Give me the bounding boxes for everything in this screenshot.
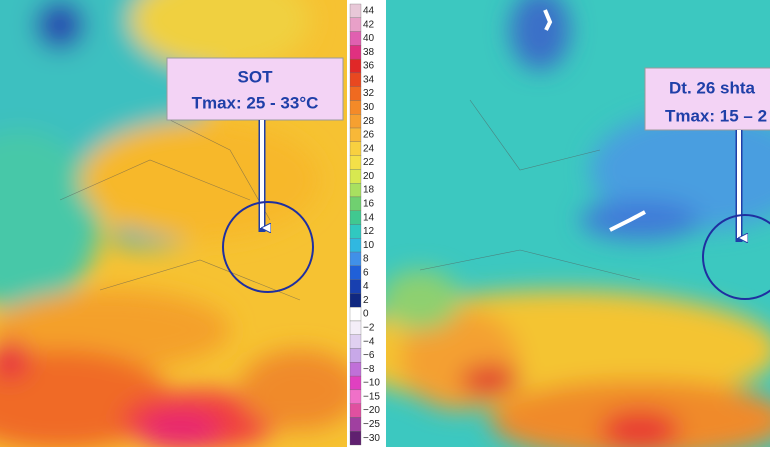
colorbar-cell: [349, 114, 362, 129]
colorbar-label: −4: [363, 336, 375, 347]
colorbar-label: −30: [363, 433, 380, 444]
colorbar-cell: [349, 251, 362, 266]
highlight-circle: [702, 214, 770, 300]
colorbar-cell: [349, 58, 362, 74]
colorbar-cell: [349, 362, 362, 377]
highlight-circle: [222, 201, 314, 293]
colorbar-label: −25: [363, 419, 380, 430]
annotation-text: Tmax: 15 – 2: [665, 106, 767, 125]
colorbar-cell: [349, 238, 362, 253]
colorbar-cell: [349, 417, 362, 432]
colorbar-cell: [349, 307, 362, 322]
annotation-box: [644, 67, 770, 131]
colorbar-label: 24: [363, 143, 375, 154]
colorbar-cell: [349, 127, 362, 142]
colorbar-label: 28: [363, 116, 375, 127]
colorbar-cell: [349, 320, 362, 335]
colorbar-label: 40: [363, 33, 375, 44]
colorbar-cell: [349, 210, 362, 225]
colorbar-cell: [349, 45, 362, 60]
colorbar-cell: [349, 375, 362, 391]
colorbar-cell: [349, 224, 362, 239]
annotation-text: Tmax: 25 - 33°C: [192, 93, 319, 112]
colorbar-label: −10: [363, 378, 380, 389]
right-map: [386, 0, 770, 447]
colorbar-label: 10: [363, 240, 375, 251]
colorbar-cell: [349, 183, 362, 198]
colorbar-label: 4: [363, 281, 369, 292]
colorbar-cell: [349, 431, 362, 446]
colorbar-label: −6: [363, 350, 375, 361]
colorbar-cell: [349, 403, 362, 418]
colorbar-cell: [349, 389, 362, 404]
colorbar-label: −8: [363, 364, 375, 375]
colorbar-cell: [349, 141, 362, 156]
colorbar-cell: [349, 86, 362, 101]
colorbar-cell: [349, 279, 362, 294]
colorbar-label: 16: [363, 198, 375, 209]
colorbar-cell: [349, 31, 362, 46]
colorbar-cell: [349, 169, 362, 184]
colorbar-label: 36: [363, 61, 375, 72]
colorbar-label: 30: [363, 102, 375, 113]
colorbar-cell: [349, 17, 362, 32]
colorbar-cell: [349, 334, 362, 349]
colorbar-cell: [349, 293, 362, 308]
colorbar-label: 38: [363, 47, 375, 58]
colorbar-label: −20: [363, 405, 380, 416]
colorbar-label: 18: [363, 185, 375, 196]
colorbar-cell: [349, 196, 362, 211]
annotation-box: [166, 57, 344, 121]
colorbar: 4442403836343230282624222018161412108642…: [349, 3, 380, 446]
colorbar-label: 32: [363, 88, 375, 99]
colorbar-label: −15: [363, 391, 380, 402]
colorbar-cell: [349, 100, 362, 115]
colorbar-label: 26: [363, 130, 375, 141]
annotation-title: SOT: [238, 67, 274, 86]
colorbar-label: 22: [363, 157, 375, 168]
colorbar-label: 6: [363, 267, 369, 278]
colorbar-label: 34: [363, 74, 375, 85]
colorbar-label: 14: [363, 212, 375, 223]
colorbar-label: −2: [363, 323, 375, 334]
colorbar-label: 44: [363, 6, 375, 17]
colorbar-cell: [349, 72, 362, 87]
colorbar-label: 2: [363, 295, 369, 306]
colorbar-label: 0: [363, 309, 369, 320]
colorbar-cell: [349, 3, 362, 18]
colorbar-label: 20: [363, 171, 375, 182]
colorbar-label: 12: [363, 226, 375, 237]
colorbar-label: 8: [363, 254, 369, 265]
colorbar-cell: [349, 155, 362, 170]
colorbar-cell: [349, 348, 362, 363]
annotation-title: Dt. 26 shta: [669, 78, 756, 97]
colorbar-cell: [349, 265, 362, 280]
colorbar-label: 42: [363, 19, 375, 30]
